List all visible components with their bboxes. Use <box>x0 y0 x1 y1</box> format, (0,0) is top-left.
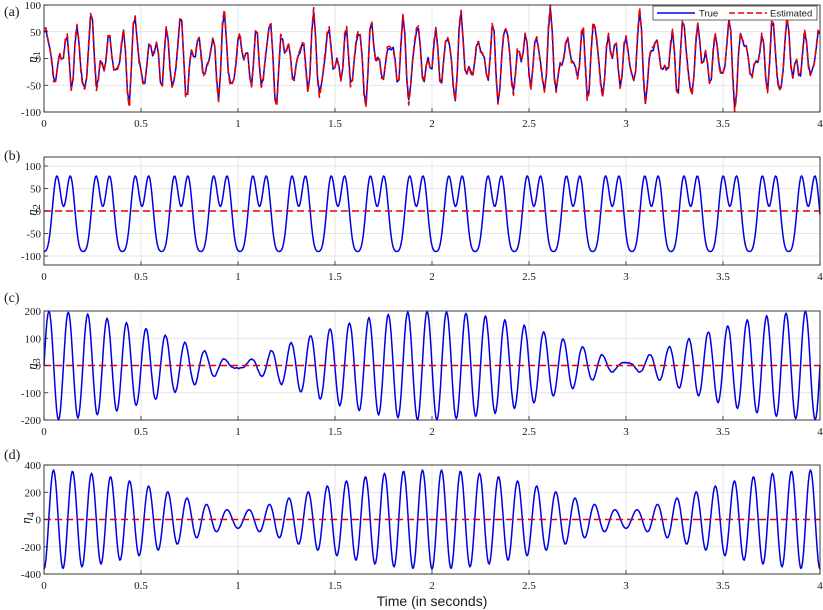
x-axis-label: Time (in seconds) <box>377 593 488 609</box>
x-tick-label: 0 <box>41 580 47 592</box>
x-tick-label: 0 <box>41 426 47 438</box>
x-tick-label: 0 <box>41 271 47 283</box>
x-tick-label: 2.5 <box>522 426 536 438</box>
x-tick-label: 2 <box>429 580 435 592</box>
x-tick-label: 1.5 <box>328 580 342 592</box>
panel-b-lines <box>43 175 821 253</box>
y-tick-label: 50 <box>30 27 42 39</box>
legend-estimated-label: Estimated <box>770 9 812 20</box>
x-tick-label: 1.5 <box>328 271 342 283</box>
y-tick-label: -50 <box>26 80 41 92</box>
x-tick-label: 3.5 <box>716 271 730 283</box>
x-tick-label: 3 <box>623 271 629 283</box>
y-tick-label: 200 <box>25 487 42 499</box>
panel-d-label: (d) <box>4 448 21 463</box>
x-tick-label: 0 <box>41 118 47 130</box>
panel-d-ylabel: η4 <box>18 512 37 523</box>
x-tick-label: 1 <box>235 271 241 283</box>
panel-b: 0 0.5 1 1.5 2 2.5 3 3.5 4 -100 -50 0 50 100 (b) η2 <box>4 149 823 283</box>
panel-d: 0 0.5 1 1.5 2 2.5 3 3.5 4 -400 -200 0 200 400 (d) η4 <box>4 448 823 592</box>
y-tick-label: 0 <box>36 361 42 373</box>
x-tick-label: 2.5 <box>522 118 536 130</box>
y-tick-label: 0 <box>36 515 42 527</box>
y-tick-label: -50 <box>26 229 41 241</box>
x-tick-label: 0.5 <box>134 118 148 130</box>
panel-b-label: (b) <box>4 149 21 164</box>
x-tick-label: 3.5 <box>716 426 730 438</box>
series-line-estimated <box>43 4 821 113</box>
legend: True Estimated <box>652 5 818 21</box>
y-tick-label: 400 <box>25 460 42 472</box>
legend-true-label: True <box>699 9 718 20</box>
panel-d-axes: 0 0.5 1 1.5 2 2.5 3 3.5 4 -400 -200 0 200 400 <box>21 460 823 592</box>
y-tick-label: 0 <box>36 206 42 218</box>
y-tick-label: -200 <box>21 542 42 554</box>
x-tick-label: 0.5 <box>134 580 148 592</box>
x-tick-label: 1 <box>235 580 241 592</box>
x-tick-label: 3.5 <box>716 118 730 130</box>
y-tick-label: 50 <box>30 184 42 196</box>
panel-c-label: (c) <box>4 291 20 306</box>
x-tick-label: 3 <box>623 580 629 592</box>
y-tick-label: -200 <box>21 415 42 427</box>
panel-a-ylabel: η1 <box>24 51 43 62</box>
panel-a-label: (a) <box>4 5 20 20</box>
x-tick-label: 3.5 <box>716 580 730 592</box>
panel-c-axes: 0 0.5 1 1.5 2 2.5 3 3.5 4 -200 -100 0 100 200 <box>21 306 823 438</box>
series-line-true <box>43 469 821 570</box>
panel-a-axes: 0 0.5 1 1.5 2 2.5 3 3.5 4 -100 -50 0 50 100 <box>21 0 823 130</box>
series-line-true <box>43 175 821 253</box>
panel-c-lines <box>43 310 821 421</box>
x-tick-label: 4 <box>817 118 823 130</box>
y-tick-label: 100 <box>25 0 42 12</box>
x-tick-label: 1 <box>235 118 241 130</box>
x-tick-label: 1.5 <box>328 426 342 438</box>
x-tick-label: 2 <box>429 426 435 438</box>
panel-b-ylabel: η2 <box>24 204 43 215</box>
x-tick-label: 0.5 <box>134 426 148 438</box>
y-tick-label: -400 <box>21 569 42 581</box>
y-tick-label: 100 <box>25 333 42 345</box>
panel-d-lines <box>43 469 821 570</box>
panel-a: 0 0.5 1 1.5 2 2.5 3 3.5 4 -100 -50 0 50 100 (a) η1 Tr… <box>4 0 823 130</box>
panel-c-ylabel: η3 <box>24 358 43 369</box>
x-tick-label: 3 <box>623 118 629 130</box>
y-tick-label: -100 <box>21 388 42 400</box>
y-tick-label: -100 <box>21 107 42 119</box>
y-tick-label: 0 <box>36 54 42 66</box>
panel-a-lines <box>43 4 821 113</box>
y-tick-label: -100 <box>21 251 42 263</box>
x-tick-label: 4 <box>817 426 823 438</box>
x-tick-label: 1.5 <box>328 118 342 130</box>
x-tick-label: 2 <box>429 271 435 283</box>
panel-c: 0 0.5 1 1.5 2 2.5 3 3.5 4 -200 -100 0 100 200 (c) η3 <box>4 291 823 438</box>
x-tick-label: 1 <box>235 426 241 438</box>
y-tick-label: 100 <box>25 161 42 173</box>
x-tick-label: 3 <box>623 426 629 438</box>
y-tick-label: 200 <box>25 306 42 318</box>
x-tick-label: 2.5 <box>522 580 536 592</box>
x-tick-label: 4 <box>817 580 823 592</box>
panel-b-axes: 0 0.5 1 1.5 2 2.5 3 3.5 4 -100 -50 0 50 100 <box>21 156 823 283</box>
x-tick-label: 0.5 <box>134 271 148 283</box>
x-tick-label: 2.5 <box>522 271 536 283</box>
x-tick-label: 4 <box>817 271 823 283</box>
x-tick-label: 2 <box>429 118 435 130</box>
